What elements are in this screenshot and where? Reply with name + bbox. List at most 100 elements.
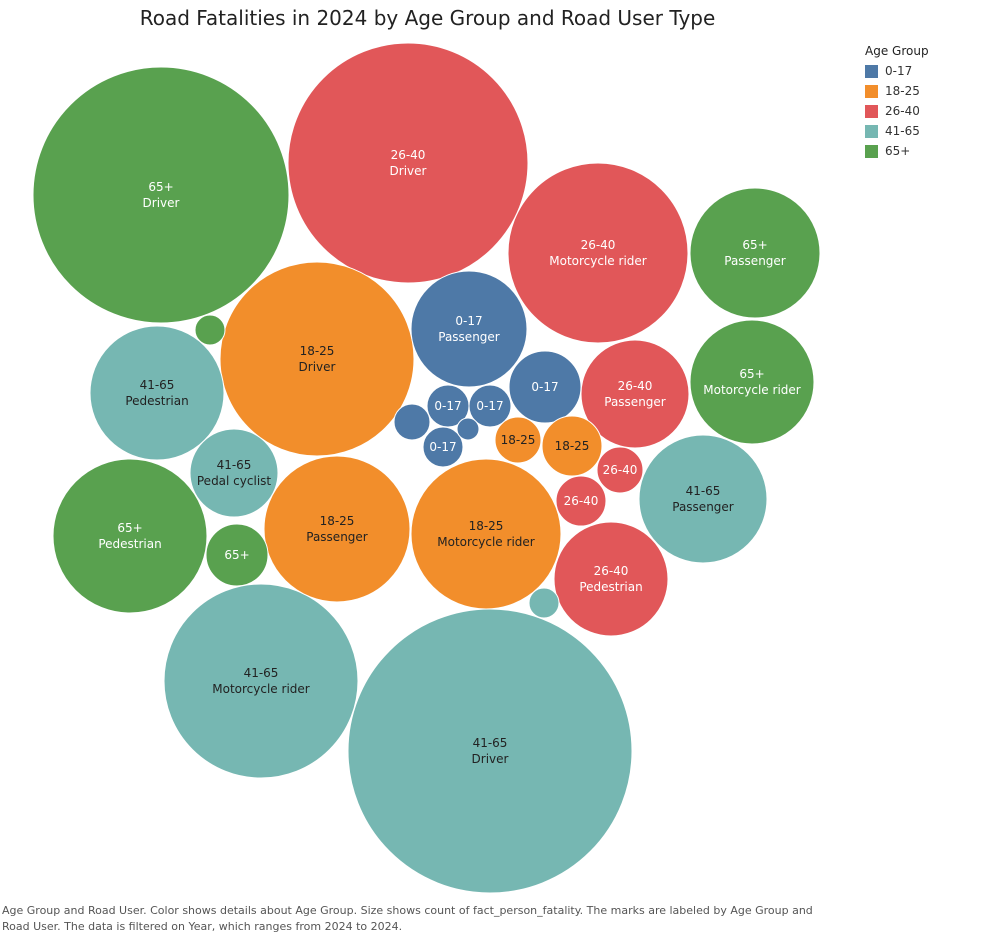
bubble-sublabel: Driver [472,752,509,766]
bubble-circle[interactable] [541,415,603,477]
bubble-circle[interactable] [393,403,431,441]
bubble-26-40[interactable]: 26-40 [596,446,644,494]
bubble-circle[interactable] [347,608,633,894]
legend-label: 41-65 [885,124,920,138]
bubble-26-40-motorcycle-rider[interactable]: 26-40 Motorcycle rider [507,162,689,344]
bubble-circle[interactable] [410,270,528,388]
bubble-circle[interactable] [456,417,480,441]
bubble-label: 26-40 [564,494,599,508]
bubble-label: 65+ [742,238,767,252]
bubble-circle[interactable] [89,325,225,461]
bubble-0-17[interactable]: 0-17 [468,384,512,428]
bubble-41-65-passenger[interactable]: 41-65 Passenger [638,434,768,564]
bubble-0-17[interactable]: 0-17 [426,384,470,428]
legend-swatch [865,104,878,118]
legend-item-26-40: 26-40 [865,101,929,121]
bubble-18-25-driver[interactable]: 18-25 Driver [219,261,415,457]
bubble-label: 0-17 [476,399,503,413]
bubble-sublabel: Passenger [438,330,500,344]
bubble-0-17[interactable] [456,417,480,441]
bubble-label: 0-17 [531,380,558,394]
bubble-circle[interactable] [507,162,689,344]
bubble-41-65-motorcycle-rider[interactable]: 41-65 Motorcycle rider [163,583,359,779]
bubble-sublabel: Motorcycle rider [549,254,647,268]
bubble-label: 26-40 [618,379,653,393]
bubble-circle[interactable] [194,314,226,346]
bubble-sublabel: Pedestrian [579,580,642,594]
bubble-41-65-pedal-cyclist[interactable]: 41-65 Pedal cyclist [189,428,279,518]
bubble-41-65[interactable] [528,587,560,619]
bubble-circle[interactable] [52,458,208,614]
bubble-26-40-pedestrian[interactable]: 26-40 Pedestrian [553,521,669,637]
bubble-sublabel: Driver [143,196,180,210]
bubble-circle[interactable] [580,339,690,449]
bubble-circle[interactable] [263,455,411,603]
bubble-label: 26-40 [581,238,616,252]
legend-swatch [865,64,878,78]
bubble-18-25-motorcycle-rider[interactable]: 18-25 Motorcycle rider [410,458,562,610]
bubble-0-17[interactable] [393,403,431,441]
bubble-circle[interactable] [410,458,562,610]
bubble-18-25-passenger[interactable]: 18-25 Passenger [263,455,411,603]
bubble-label: 18-25 [320,514,355,528]
bubble-circle[interactable] [596,446,644,494]
legend-item-18-25: 18-25 [865,81,929,101]
legend-item-41-65: 41-65 [865,121,929,141]
bubble-26-40-driver[interactable]: 26-40 Driver [287,42,529,284]
bubble-sublabel: Passenger [724,254,786,268]
bubble-0-17-passenger[interactable]: 0-17 Passenger [410,270,528,388]
legend-swatch [865,124,878,138]
legend-swatch [865,144,878,158]
legend-item-0-17: 0-17 [865,61,929,81]
bubble-65+-pedestrian[interactable]: 65+ Pedestrian [52,458,208,614]
bubble-sublabel: Driver [299,360,336,374]
bubble-label: 65+ [148,180,173,194]
bubble-circle[interactable] [189,428,279,518]
bubble-18-25[interactable]: 18-25 [494,416,542,464]
bubble-sublabel: Motorcycle rider [703,383,801,397]
bubble-circle[interactable] [494,416,542,464]
legend-item-65+: 65+ [865,141,929,161]
bubble-circle[interactable] [287,42,529,284]
bubble-label: 18-25 [300,344,335,358]
bubble-41-65-pedestrian[interactable]: 41-65 Pedestrian [89,325,225,461]
chart-caption: Age Group and Road User. Color shows det… [2,904,813,933]
bubble-41-65-driver[interactable]: 41-65 Driver [347,608,633,894]
bubble-circle[interactable] [163,583,359,779]
bubble-circle[interactable] [555,475,607,527]
bubble-circle[interactable] [219,261,415,457]
bubble-label: 41-65 [473,736,508,750]
bubble-circle[interactable] [205,523,269,587]
bubble-18-25[interactable]: 18-25 [541,415,603,477]
bubble-26-40[interactable]: 26-40 [555,475,607,527]
legend-swatch [865,84,878,98]
bubble-sublabel: Motorcycle rider [437,535,535,549]
bubble-label: 26-40 [603,463,638,477]
bubble-65+[interactable] [194,314,226,346]
bubble-circle[interactable] [689,187,821,319]
bubble-0-17[interactable]: 0-17 [422,426,464,468]
bubble-circle[interactable] [508,350,582,424]
bubble-65+[interactable]: 65+ [205,523,269,587]
bubble-label: 0-17 [429,440,456,454]
bubble-circle[interactable] [689,319,815,445]
bubble-circle[interactable] [468,384,512,428]
bubble-circle[interactable] [422,426,464,468]
bubble-sublabel: Pedestrian [125,394,188,408]
bubble-circle[interactable] [553,521,669,637]
bubble-sublabel: Pedal cyclist [197,474,272,488]
bubble-circle[interactable] [32,66,290,324]
bubble-65+-passenger[interactable]: 65+ Passenger [689,187,821,319]
bubble-26-40-passenger[interactable]: 26-40 Passenger [580,339,690,449]
bubble-0-17[interactable]: 0-17 [508,350,582,424]
bubble-circle[interactable] [528,587,560,619]
bubble-label: 65+ [739,367,764,381]
bubble-65+-motorcycle-rider[interactable]: 65+ Motorcycle rider [689,319,815,445]
bubble-65+-driver[interactable]: 65+ Driver [32,66,290,324]
bubble-circle[interactable] [638,434,768,564]
bubble-label: 65+ [117,521,142,535]
legend-label: 65+ [885,144,911,158]
bubble-label: 26-40 [594,564,629,578]
bubble-label: 18-25 [469,519,504,533]
